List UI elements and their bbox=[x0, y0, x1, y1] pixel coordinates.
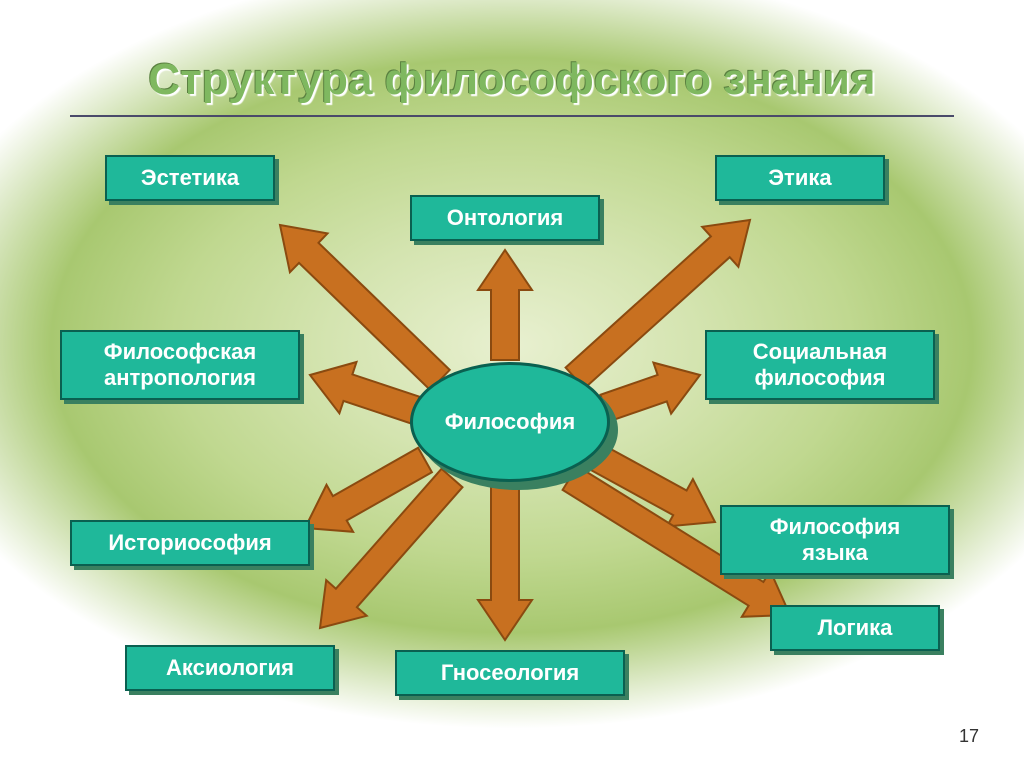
node-soc_filos: Социальнаяфилософия bbox=[705, 330, 935, 400]
node-estetika: Эстетика bbox=[105, 155, 275, 201]
node-ontologiya: Онтология bbox=[410, 195, 600, 241]
center-node: Философия bbox=[410, 362, 610, 482]
center-node-label: Философия bbox=[445, 409, 575, 435]
arrow-to-estetika bbox=[280, 225, 450, 390]
slide-number: 17 bbox=[959, 726, 979, 747]
node-istoriosofiya: Историософия bbox=[70, 520, 310, 566]
node-antropologiya: Философскаяантропология bbox=[60, 330, 300, 400]
arrow-to-antropologiya bbox=[310, 362, 419, 423]
arrow-to-ontologiya bbox=[478, 250, 532, 360]
node-etika: Этика bbox=[715, 155, 885, 201]
node-logika: Логика bbox=[770, 605, 940, 651]
node-aksiologiya: Аксиология bbox=[125, 645, 335, 691]
node-gnoseologiya: Гносеология bbox=[395, 650, 625, 696]
arrow-to-soc_filos bbox=[600, 363, 700, 422]
node-filos_yazyka: Философияязыка bbox=[720, 505, 950, 575]
arrow-to-gnoseologiya bbox=[478, 485, 532, 640]
